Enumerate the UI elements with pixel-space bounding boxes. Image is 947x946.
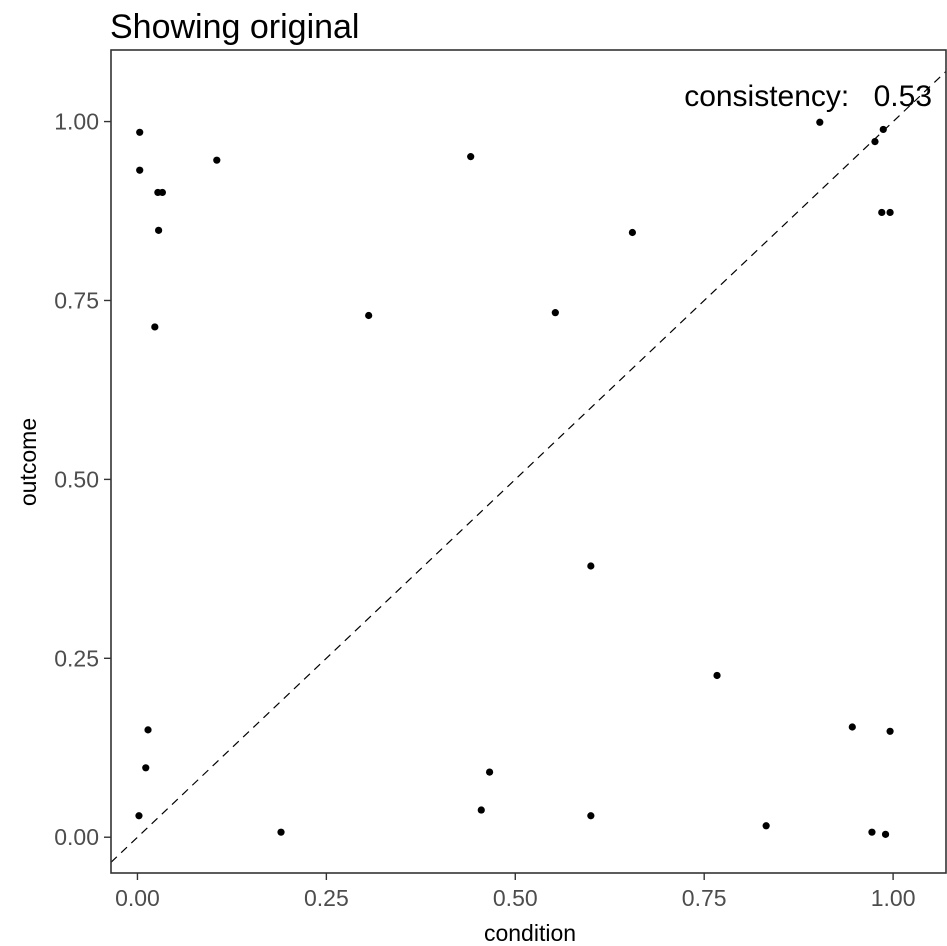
data-point-20 (142, 764, 150, 772)
data-point-29 (868, 828, 876, 836)
panel-border (110, 49, 947, 874)
data-point-17 (587, 562, 595, 570)
data-point-12 (816, 118, 824, 126)
data-point-2 (136, 166, 144, 174)
x-tick-label-1: 0.00 (115, 885, 160, 911)
data-point-14 (879, 125, 887, 134)
consistency-annotation: consistency: 0.53 (684, 80, 932, 113)
y-axis-title: outcome (15, 418, 41, 506)
data-point-26 (762, 822, 770, 830)
consistency-label: consistency: (684, 80, 849, 113)
y-tick-label-3: 0.50 (54, 466, 99, 492)
consistency-value: 0.53 (874, 80, 932, 113)
data-point-1 (136, 128, 144, 136)
data-point-4 (158, 188, 166, 197)
y-tick-label-5: 1.00 (54, 109, 99, 135)
data-point-19 (144, 726, 152, 734)
y-axis: 0.00 0.25 0.50 0.75 1.00 (54, 109, 111, 850)
data-point-13 (871, 138, 879, 146)
chart-title: Showing original (110, 8, 360, 46)
data-point-18 (713, 671, 721, 680)
x-tick-label-3: 0.50 (493, 885, 538, 911)
data-point-7 (213, 156, 221, 164)
data-point-9 (467, 153, 475, 161)
x-tick-label-2: 0.25 (304, 885, 349, 911)
data-point-21 (135, 812, 143, 820)
x-tick-label-5: 1.00 (871, 885, 916, 911)
reference-line (110, 71, 947, 863)
data-point-15 (878, 208, 886, 217)
data-point-5 (155, 226, 163, 234)
x-tick-label-4: 0.75 (682, 885, 727, 911)
data-point-28 (886, 727, 894, 735)
plot-area: consistency: 0.53 (110, 49, 947, 874)
data-point-10 (551, 309, 559, 317)
data-point-11 (628, 228, 637, 237)
data-point-22 (277, 828, 285, 836)
data-point-6 (151, 323, 159, 331)
data-point-16 (886, 208, 894, 217)
data-point-23 (485, 768, 494, 776)
data-point-8 (365, 311, 373, 320)
data-point-25 (587, 812, 595, 820)
data-point-27 (848, 723, 856, 731)
x-axis-title: condition (484, 920, 576, 946)
y-tick-label-2: 0.25 (54, 645, 99, 671)
y-tick-label-1: 0.00 (54, 824, 99, 850)
y-tick-label-4: 0.75 (54, 287, 99, 313)
data-point-24 (477, 806, 485, 814)
data-points (135, 118, 894, 838)
x-axis: 0.00 0.25 0.50 0.75 1.00 (115, 873, 915, 911)
data-point-30 (881, 830, 890, 838)
